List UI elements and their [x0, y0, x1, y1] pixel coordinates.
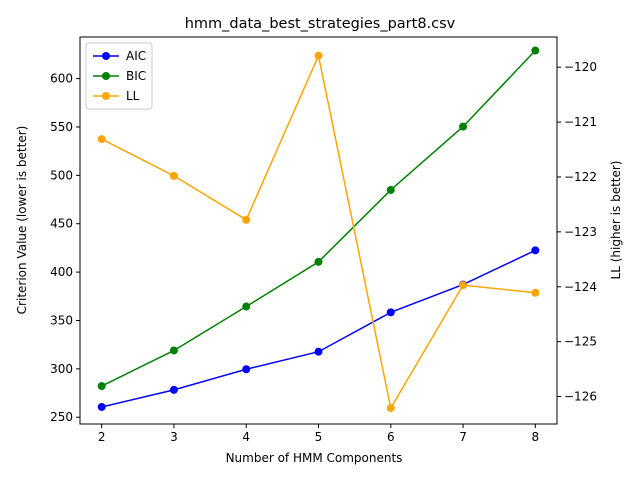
- y2-tick-label: −122: [564, 170, 597, 184]
- x-tick-label: 5: [315, 430, 323, 444]
- y-tick-label: 250: [50, 410, 73, 424]
- y2-tick-label: −120: [564, 60, 597, 74]
- data-point-aic: [169, 385, 178, 394]
- data-point-aic: [531, 246, 540, 255]
- y-tick-label: 300: [50, 362, 73, 376]
- y-tick-label: 500: [50, 168, 73, 182]
- x-tick-label: 4: [242, 430, 250, 444]
- x-tick-label: 2: [98, 430, 106, 444]
- data-point-aic: [97, 402, 106, 411]
- data-point-bic: [386, 185, 395, 194]
- series-aic: [97, 246, 540, 411]
- data-point-aic: [314, 347, 323, 356]
- y-tick-label: 350: [50, 313, 73, 327]
- y2-tick-label: −123: [564, 225, 597, 239]
- x-tick-label: 3: [170, 430, 178, 444]
- data-point-bic: [242, 302, 251, 311]
- plot-area: [79, 36, 558, 425]
- y-tick-label: 600: [50, 72, 73, 86]
- chart-title: hmm_data_best_strategies_part8.csv: [185, 16, 456, 32]
- x-axis-label: Number of HMM Components: [226, 451, 403, 465]
- y-tick-label: 400: [50, 265, 73, 279]
- data-point-ll: [531, 288, 540, 297]
- x-tick-label: 8: [531, 430, 539, 444]
- data-point-ll: [242, 215, 251, 224]
- data-point-bic: [169, 346, 178, 355]
- y2-tick-label: −125: [564, 335, 597, 349]
- y2-axis-label: LL (higher is better): [609, 161, 623, 280]
- series-line-bic: [101, 50, 536, 387]
- y-axis-label: Criterion Value (lower is better): [15, 126, 29, 315]
- x-axis: 2 3 4 5 6 7 8: [98, 424, 539, 444]
- y-axis-left: 250 300 350 400 450 500 550 600: [50, 72, 80, 424]
- y-tick-label: 550: [50, 120, 73, 134]
- series-bic: [97, 46, 540, 391]
- data-point-bic: [314, 257, 323, 266]
- data-point-ll: [386, 404, 395, 413]
- y-tick-label: 450: [50, 217, 73, 231]
- data-point-ll: [314, 51, 323, 60]
- data-point-ll: [97, 135, 106, 144]
- y2-tick-label: −126: [564, 390, 597, 404]
- legend-label-ll: LL: [126, 89, 140, 103]
- legend-marker-aic: [102, 52, 110, 60]
- series-line-aic: [101, 249, 536, 408]
- legend-marker-bic: [102, 72, 110, 80]
- data-point-bic: [531, 46, 540, 55]
- y-axis-right: −126 −125 −124 −123 −122 −121 −120: [557, 60, 597, 404]
- series-ll: [97, 51, 540, 413]
- y2-tick-label: −121: [564, 115, 597, 129]
- legend-label-aic: AIC: [126, 49, 146, 63]
- data-point-aic: [386, 308, 395, 317]
- x-tick-label: 6: [387, 430, 395, 444]
- legend-marker-ll: [102, 92, 110, 100]
- y2-tick-label: −124: [564, 280, 597, 294]
- data-point-ll: [169, 171, 178, 180]
- data-point-aic: [242, 365, 251, 374]
- data-point-bic: [97, 382, 106, 391]
- legend: AIC BIC LL: [85, 42, 153, 110]
- legend-label-bic: BIC: [126, 69, 146, 83]
- data-point-ll: [459, 281, 468, 290]
- x-tick-label: 7: [459, 430, 467, 444]
- data-point-bic: [459, 122, 468, 131]
